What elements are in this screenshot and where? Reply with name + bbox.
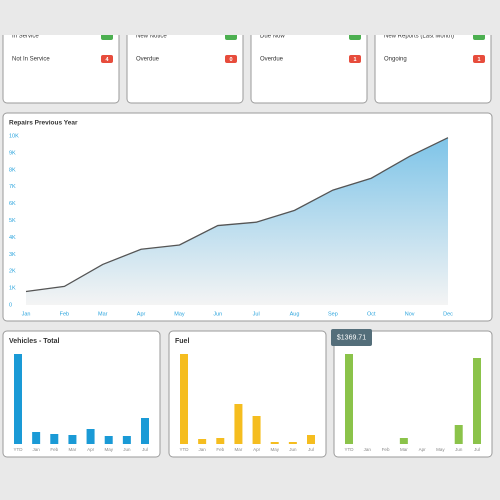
bar: [122, 436, 131, 444]
x-tick-label: Nov: [405, 311, 415, 317]
x-tick-label: Jan: [22, 311, 31, 317]
status-label: Not In Service: [12, 57, 50, 63]
bar: [454, 425, 463, 444]
x-tick-label: Jun: [289, 447, 297, 452]
x-tick-label: Jun: [123, 447, 131, 452]
x-tick-label: Sep: [328, 311, 338, 317]
bar: [234, 404, 243, 444]
y-tick-label: 9K: [9, 150, 16, 156]
chart-card: [2, 330, 161, 458]
x-tick-label: Mar: [400, 447, 408, 452]
x-tick-label: Apr: [87, 447, 95, 452]
y-tick-label: 2K: [9, 269, 16, 275]
status-badge: [101, 55, 113, 63]
status-label: Due Now: [260, 34, 285, 40]
status-badge-count: 4: [105, 57, 109, 63]
y-tick-label: 7K: [9, 184, 16, 190]
status-badge-count: 0: [229, 57, 232, 63]
y-tick-label: 5K: [9, 218, 16, 224]
x-tick-label: YTD: [14, 447, 24, 452]
chart-title: Fuel: [175, 338, 189, 345]
x-tick-label: Jan: [33, 447, 41, 452]
status-badge-count: 1: [477, 57, 480, 63]
x-tick-label: Dec: [443, 311, 453, 317]
x-tick-label: YTD: [180, 447, 190, 452]
x-tick-label: May: [104, 447, 113, 452]
bar: [141, 418, 149, 444]
x-tick-label: Jun: [213, 311, 222, 317]
status-label: New Notice: [136, 34, 167, 40]
chart-card: [333, 330, 493, 458]
status-label: Ongoing: [384, 57, 407, 63]
y-tick-label: 0: [9, 302, 12, 308]
x-tick-label: Mar: [69, 447, 77, 452]
x-tick-label: Aug: [290, 311, 300, 317]
bar: [288, 442, 297, 444]
x-tick-label: Jul: [253, 311, 260, 317]
y-tick-label: 1K: [9, 286, 16, 292]
y-tick-label: 3K: [9, 252, 16, 258]
status-badge-count: 1: [353, 57, 356, 63]
x-tick-label: Feb: [216, 447, 224, 452]
bar: [473, 358, 481, 444]
status-label: Overdue: [136, 57, 160, 63]
x-tick-label: Feb: [382, 447, 390, 452]
x-tick-label: Jul: [474, 447, 480, 452]
bar: [50, 434, 59, 444]
x-tick-label: Jan: [199, 447, 207, 452]
bar: [14, 354, 22, 444]
bar: [216, 438, 225, 444]
y-tick-label: 10K: [9, 133, 19, 139]
tooltip-text: $1369.71: [337, 334, 366, 341]
bar: [399, 438, 408, 444]
x-tick-label: Feb: [60, 311, 69, 317]
x-tick-label: May: [436, 447, 445, 452]
bar: [68, 435, 77, 444]
tooltip: [331, 329, 372, 346]
bar: [86, 429, 95, 444]
bar: [180, 354, 188, 444]
bar: [252, 416, 261, 444]
line: [25, 137, 449, 293]
x-tick-label: May: [270, 447, 279, 452]
x-tick-label: Jan: [364, 447, 372, 452]
x-tick-label: Apr: [419, 447, 427, 452]
bar: [32, 432, 41, 444]
scrolled-header-cover: [0, 0, 500, 35]
bar: [270, 442, 279, 444]
x-tick-label: Apr: [253, 447, 261, 452]
x-tick-label: Jun: [455, 447, 463, 452]
status-badge: [225, 55, 237, 63]
bar: [198, 439, 207, 444]
status-label: In Service: [12, 34, 39, 40]
x-tick-label: Mar: [98, 311, 108, 317]
x-tick-label: Oct: [367, 311, 376, 317]
x-tick-label: YTD: [345, 447, 355, 452]
bar: [345, 354, 353, 444]
x-tick-label: Feb: [50, 447, 58, 452]
bar: [307, 435, 315, 444]
y-tick-label: 8K: [9, 167, 16, 173]
y-tick-label: 4K: [9, 235, 16, 241]
x-tick-label: Jul: [142, 447, 148, 452]
status-badge: [349, 55, 361, 63]
status-badge: [473, 55, 485, 63]
bar: [104, 436, 113, 444]
x-tick-label: Jul: [308, 447, 314, 452]
chart-card: [168, 330, 327, 458]
area: [26, 137, 448, 305]
chart-title: Repairs Previous Year: [9, 120, 78, 127]
y-tick-label: 6K: [9, 201, 16, 207]
x-tick-label: Mar: [235, 447, 243, 452]
status-label: Overdue: [260, 57, 284, 63]
status-label: New Reports (Last Month): [384, 34, 454, 40]
x-tick-label: May: [174, 311, 185, 317]
x-tick-label: Apr: [137, 311, 146, 317]
chart-title: Vehicles - Total: [9, 338, 59, 345]
